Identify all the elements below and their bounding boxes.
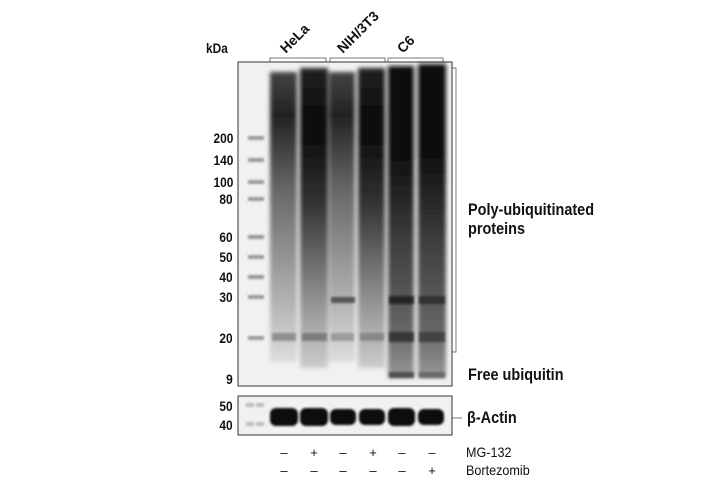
lane-1 xyxy=(270,72,297,362)
mg132-sign-5: – xyxy=(398,445,406,460)
marker-100: 100 xyxy=(213,174,233,190)
marker-140: 140 xyxy=(213,152,233,168)
mg132-sign-2: + xyxy=(310,445,318,460)
bortezomib-sign-6: + xyxy=(428,463,436,478)
mg132-sign-6: – xyxy=(428,445,436,460)
bortezomib-sign-4: – xyxy=(369,463,377,478)
treatment-label-mg132: MG-132 xyxy=(466,444,512,460)
marker-40: 40 xyxy=(219,269,233,285)
bracket-poly-ubiquitin xyxy=(452,67,457,353)
actin-band-1 xyxy=(270,408,298,426)
mg132-sign-1: – xyxy=(280,445,288,460)
bortezomib-sign-1: – xyxy=(280,463,288,478)
lane-2 xyxy=(300,68,328,368)
label-poly-ubiquitinated-2: proteins xyxy=(468,219,526,238)
actin-band-6 xyxy=(418,409,444,425)
marker-actin-50: 50 xyxy=(219,398,233,414)
marker-9: 9 xyxy=(226,371,233,387)
label-poly-ubiquitinated-1: Poly-ubiquitinated xyxy=(468,200,595,219)
marker-80: 80 xyxy=(219,191,233,207)
lane-6 xyxy=(418,64,446,378)
ladder-lane xyxy=(248,136,264,340)
treatment-label-bortezomib: Bortezomib xyxy=(466,462,530,478)
actin-band-3 xyxy=(330,409,356,425)
bortezomib-sign-5: – xyxy=(398,463,406,478)
units-label: kDa xyxy=(206,40,228,56)
actin-band-5 xyxy=(388,408,415,426)
bortezomib-sign-3: – xyxy=(339,463,347,478)
lane-5 xyxy=(388,66,414,378)
label-free-ubiquitin: Free ubiquitin xyxy=(468,365,564,384)
label-beta-actin: β-Actin xyxy=(467,408,517,427)
lane-4 xyxy=(358,68,385,368)
marker-20: 20 xyxy=(219,330,233,346)
mg132-sign-4: + xyxy=(369,445,377,460)
actin-band-2 xyxy=(300,408,328,426)
marker-actin-40: 40 xyxy=(219,417,233,433)
actin-band-4 xyxy=(359,409,385,425)
lane-3 xyxy=(329,72,355,362)
bortezomib-sign-2: – xyxy=(310,463,318,478)
marker-200: 200 xyxy=(213,130,233,146)
mg132-sign-3: – xyxy=(339,445,347,460)
marker-50: 50 xyxy=(219,249,233,265)
marker-30: 30 xyxy=(219,289,233,305)
marker-60: 60 xyxy=(219,229,233,245)
